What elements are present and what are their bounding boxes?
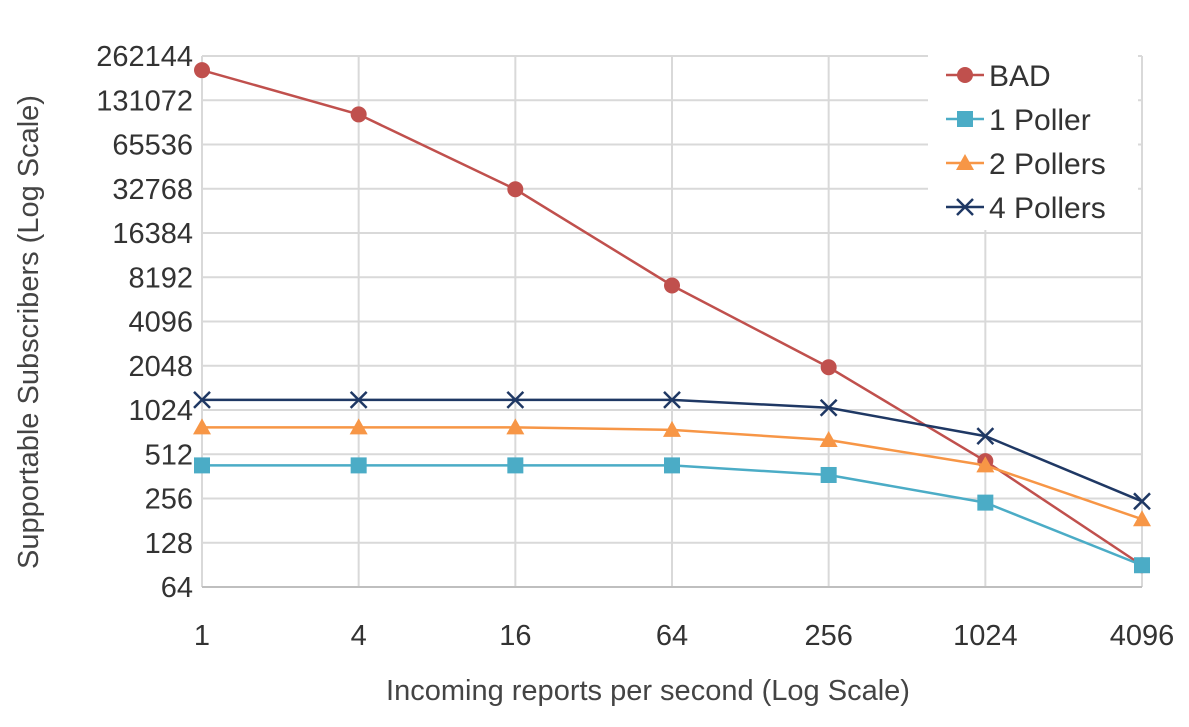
x-marker-stroke bbox=[1133, 492, 1151, 511]
y-tick-label: 128 bbox=[145, 528, 193, 560]
y-tick-label: 1024 bbox=[128, 395, 193, 427]
series-1-poller bbox=[194, 457, 1150, 574]
data-point-1-poller bbox=[820, 466, 837, 483]
x-tick-label: 16 bbox=[499, 620, 531, 652]
legend-label-4-pollers: 4 Pollers bbox=[989, 192, 1106, 225]
y-axis-title: Supportable Subscribers (Log Scale) bbox=[13, 95, 45, 569]
data-point-1-poller bbox=[977, 494, 994, 511]
data-point-bad bbox=[194, 62, 210, 79]
data-point-4-pollers bbox=[976, 427, 995, 446]
x-axis-title: Incoming reports per second (Log Scale) bbox=[386, 675, 910, 707]
data-point-1-poller bbox=[194, 457, 210, 474]
legend: BAD 1 Poller 2 Pollers 4 Pollers bbox=[928, 52, 1138, 230]
axes: 64 128 256 512 1024 2048 4096 8192 16384 32768 655… bbox=[96, 41, 1174, 652]
data-point-4-pollers bbox=[663, 390, 681, 409]
x-marker-stroke bbox=[663, 390, 681, 409]
y-tick-label: 2048 bbox=[128, 351, 193, 383]
data-point-2-pollers bbox=[976, 456, 995, 473]
x-tick-label: 1024 bbox=[953, 620, 1018, 652]
y-tick-label: 32768 bbox=[112, 174, 193, 206]
x-marker-stroke bbox=[193, 390, 211, 409]
data-point-4-pollers bbox=[349, 390, 368, 409]
data-point-bad bbox=[664, 277, 680, 294]
series-2-pollers bbox=[193, 418, 1151, 527]
data-point-4-pollers bbox=[819, 398, 838, 417]
legend-label-bad: BAD bbox=[989, 60, 1051, 93]
legend-marker-bad bbox=[957, 67, 973, 83]
data-point-bad bbox=[350, 106, 367, 123]
y-tick-label: 131072 bbox=[96, 85, 193, 117]
x-tick-label: 4 bbox=[351, 620, 367, 652]
legend-label-2-pollers: 2 Pollers bbox=[989, 148, 1106, 181]
y-tick-label: 16384 bbox=[112, 218, 193, 250]
data-point-2-pollers bbox=[819, 431, 838, 448]
x-marker-stroke bbox=[506, 390, 525, 409]
data-point-1-poller bbox=[664, 457, 680, 474]
x-tick-label: 1 bbox=[194, 620, 210, 652]
data-point-2-pollers bbox=[663, 420, 681, 437]
x-tick-label: 4096 bbox=[1110, 620, 1175, 652]
y-tick-label: 256 bbox=[145, 484, 193, 516]
series-lines bbox=[193, 62, 1151, 574]
gridlines bbox=[201, 55, 1143, 587]
data-point-4-pollers bbox=[193, 390, 211, 409]
x-tick-label: 256 bbox=[804, 620, 852, 652]
legend-marker-4-pollers bbox=[956, 198, 974, 216]
data-point-2-pollers bbox=[1133, 510, 1151, 527]
y-tick-label: 262144 bbox=[96, 41, 193, 73]
data-point-4-pollers bbox=[506, 390, 525, 409]
legend-marker-2-pollers bbox=[956, 154, 974, 170]
data-point-1-poller bbox=[507, 457, 524, 474]
x-marker-stroke bbox=[819, 398, 838, 417]
legend-item-2-pollers: 2 Pollers bbox=[946, 148, 1106, 181]
y-tick-label: 8192 bbox=[128, 262, 193, 294]
data-point-2-pollers bbox=[506, 418, 525, 435]
data-point-1-poller bbox=[350, 457, 367, 474]
x-tick-label: 64 bbox=[656, 620, 688, 652]
y-tick-label: 512 bbox=[145, 439, 193, 471]
data-point-bad bbox=[507, 181, 524, 198]
data-point-2-pollers bbox=[193, 418, 211, 435]
x-marker-stroke bbox=[976, 427, 995, 446]
legend-marker-1-poller bbox=[957, 111, 973, 127]
legend-item-bad: BAD bbox=[946, 60, 1051, 93]
data-point-bad bbox=[820, 359, 837, 376]
data-point-4-pollers bbox=[1133, 492, 1151, 511]
legend-item-1-poller: 1 Poller bbox=[946, 104, 1091, 137]
y-tick-label: 65536 bbox=[112, 130, 193, 162]
legend-label-1-poller: 1 Poller bbox=[989, 104, 1091, 137]
data-point-2-pollers bbox=[349, 418, 368, 435]
series-4-pollers bbox=[193, 390, 1151, 511]
x-marker-stroke bbox=[956, 198, 974, 216]
legend-item-4-pollers: 4 Pollers bbox=[946, 192, 1106, 225]
x-marker-stroke bbox=[349, 390, 368, 409]
y-tick-label: 64 bbox=[161, 572, 193, 604]
data-point-1-poller bbox=[1134, 557, 1150, 574]
y-tick-label: 4096 bbox=[128, 307, 193, 339]
